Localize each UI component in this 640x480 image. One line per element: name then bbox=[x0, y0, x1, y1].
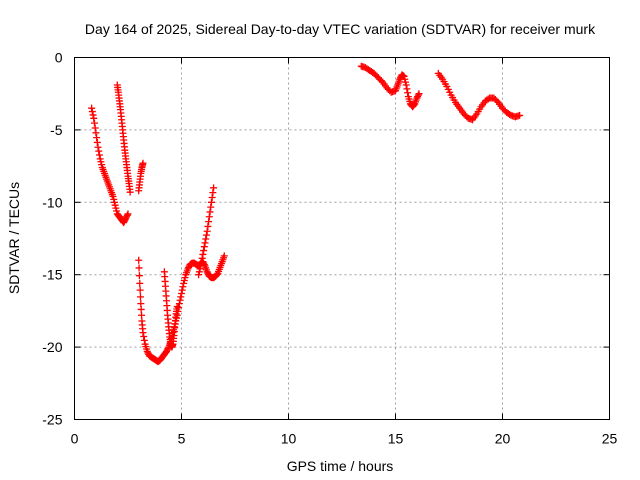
series-arc2 bbox=[113, 81, 134, 196]
data-point bbox=[135, 256, 143, 264]
data-point bbox=[404, 89, 412, 97]
x-tick-label: 5 bbox=[178, 431, 186, 447]
series-arc7 bbox=[357, 62, 423, 111]
x-tick-label: 15 bbox=[388, 431, 404, 447]
data-points bbox=[88, 62, 524, 366]
data-point bbox=[207, 198, 215, 206]
data-point bbox=[198, 254, 206, 262]
data-point bbox=[126, 188, 134, 196]
data-point bbox=[179, 283, 187, 291]
data-point bbox=[176, 296, 184, 304]
axis-ticks: 0 5 10 15 20 25 0 -5 -10 -15 -20 -25 bbox=[42, 50, 617, 447]
data-point bbox=[90, 119, 98, 127]
data-point bbox=[89, 111, 97, 119]
data-point bbox=[207, 203, 215, 211]
data-point bbox=[123, 211, 131, 219]
data-point bbox=[90, 114, 98, 122]
x-tick-label: 20 bbox=[495, 431, 511, 447]
x-tick-label: 0 bbox=[71, 431, 79, 447]
data-point bbox=[210, 184, 218, 192]
data-point bbox=[414, 91, 422, 99]
data-point bbox=[139, 329, 147, 337]
data-point bbox=[140, 332, 148, 340]
data-point bbox=[204, 222, 212, 230]
data-point bbox=[202, 231, 210, 239]
data-point bbox=[124, 210, 132, 218]
data-point bbox=[178, 290, 185, 298]
data-point bbox=[201, 239, 209, 247]
data-point bbox=[197, 258, 205, 266]
data-point bbox=[220, 252, 228, 260]
data-point bbox=[88, 104, 96, 112]
data-point bbox=[88, 108, 96, 116]
data-point bbox=[136, 286, 144, 294]
data-point bbox=[139, 159, 147, 167]
data-point bbox=[203, 227, 211, 235]
x-axis-label: GPS time / hours bbox=[287, 458, 394, 474]
y-tick-label: -10 bbox=[42, 194, 62, 210]
x-tick-label: 10 bbox=[281, 431, 297, 447]
series-arc1 bbox=[88, 104, 132, 227]
plot-frame bbox=[74, 57, 610, 420]
data-point bbox=[205, 218, 213, 226]
data-point bbox=[197, 262, 205, 270]
series-arc5 bbox=[160, 268, 181, 351]
data-point bbox=[516, 111, 524, 119]
data-point bbox=[415, 90, 423, 98]
grid bbox=[74, 57, 610, 420]
data-point bbox=[200, 247, 208, 255]
series-arc6 bbox=[195, 184, 218, 279]
data-point bbox=[177, 293, 185, 301]
y-tick-label: 0 bbox=[55, 50, 63, 66]
data-point bbox=[94, 143, 102, 151]
data-point bbox=[200, 243, 208, 251]
x-tick-label: 25 bbox=[602, 431, 618, 447]
y-tick-label: -15 bbox=[42, 267, 62, 283]
data-point bbox=[95, 151, 103, 159]
data-point bbox=[95, 147, 103, 155]
data-point bbox=[205, 213, 213, 221]
data-point bbox=[402, 81, 410, 89]
series-arc3 bbox=[135, 159, 147, 195]
data-point bbox=[199, 250, 207, 258]
data-point bbox=[91, 124, 99, 132]
data-point bbox=[135, 264, 143, 272]
data-point bbox=[140, 336, 148, 344]
series-arc8 bbox=[434, 69, 524, 124]
data-point bbox=[208, 193, 216, 201]
data-point bbox=[164, 345, 172, 353]
data-point bbox=[136, 279, 144, 287]
data-point bbox=[173, 303, 181, 311]
chart-title: Day 164 of 2025, Sidereal Day-to-day VTE… bbox=[85, 21, 596, 37]
data-point bbox=[136, 293, 144, 301]
data-point bbox=[93, 138, 101, 146]
y-tick-label: -20 bbox=[42, 339, 62, 355]
data-point bbox=[403, 85, 411, 93]
data-point bbox=[202, 235, 210, 243]
data-point bbox=[92, 129, 100, 137]
data-point bbox=[178, 286, 186, 294]
data-point bbox=[206, 208, 214, 216]
y-axis-label: SDTVAR / TECUs bbox=[6, 182, 22, 294]
data-point bbox=[135, 272, 143, 280]
data-point bbox=[93, 134, 101, 142]
data-point bbox=[209, 189, 217, 197]
y-tick-label: -25 bbox=[42, 412, 62, 428]
y-tick-label: -5 bbox=[50, 122, 63, 138]
